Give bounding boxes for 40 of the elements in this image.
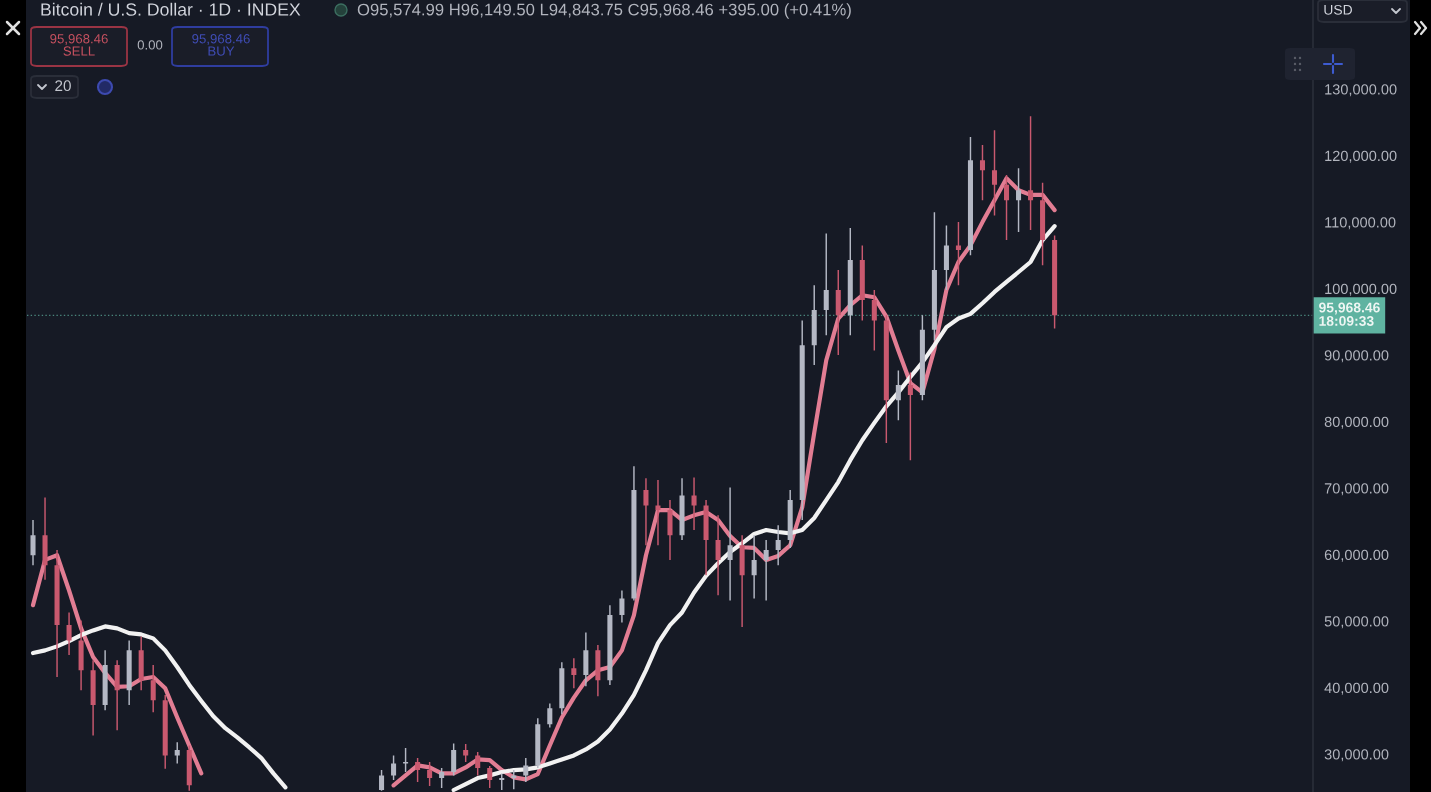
candlestick [751,535,757,599]
chart-subtitle: O95,574.99 H96,149.50 L94,843.75 C95,968.46 +395.00 (+0.41%) [357,3,851,19]
candlestick [90,660,96,736]
candlestick [571,658,577,689]
y-tick-label: 70,000.00 [1324,483,1389,496]
candlestick [66,612,72,656]
candlestick [715,515,721,596]
y-tick-label: 30,000.00 [1324,749,1389,762]
chart-title: Bitcoin / U.S. Dollar · 1D · INDEX [41,2,301,16]
annotation: 95,968.46 BUY [192,34,250,56]
annotation: 20 [55,80,71,92]
candlestick [667,500,673,560]
candlestick [30,520,36,566]
annotation: 0.00 [137,40,163,50]
candlestick [655,480,661,546]
candlestick [727,487,733,601]
candlestick [78,620,84,691]
candlestick [739,535,745,628]
candlestick [679,478,685,540]
y-tick-label: 100,000.00 [1325,283,1397,296]
candlestick [775,525,781,566]
candlestick [691,477,697,530]
y-tick-label: 50,000.00 [1324,616,1389,629]
candlestick [150,664,156,713]
y-tick-label: 90,000.00 [1324,350,1389,363]
candlestick [643,478,649,546]
y-tick-label: 110,000.00 [1325,217,1396,230]
ref-line-label: 95,968.46 18:09:33 [1319,302,1380,326]
y-tick-label: 120,000.00 [1325,150,1397,163]
candlestick [583,632,589,687]
annotation: 95,968.46 SELL [50,34,108,56]
candlestick [703,500,709,576]
y-tick-label: 80,000.00 [1324,416,1389,429]
candlestick [114,660,120,731]
candlestick [42,497,48,580]
text: USD [1324,4,1352,15]
candlestick [763,539,769,601]
y-tick-label: 60,000.00 [1324,549,1389,562]
y-tick-label: 40,000.00 [1324,682,1389,695]
y-tick-label: 130,000.00 [1325,84,1397,97]
